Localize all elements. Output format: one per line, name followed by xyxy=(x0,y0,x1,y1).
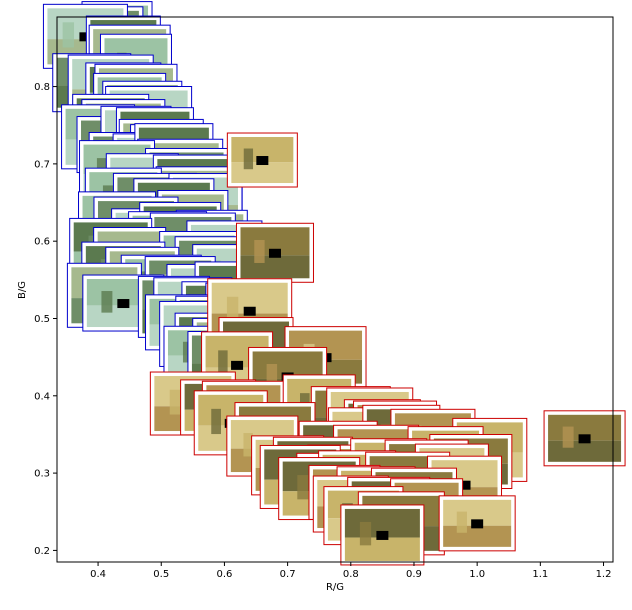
x-tick-label: 0.9 xyxy=(406,569,422,580)
x-tick-label: 1.1 xyxy=(532,569,548,580)
thumbnail-point xyxy=(438,495,516,552)
thumbnail-point xyxy=(340,504,425,566)
x-tick-label: 0.8 xyxy=(343,569,359,580)
x-tick-label: 0.7 xyxy=(280,569,296,580)
x-tick-label: 0.5 xyxy=(153,569,169,580)
x-tick-label: 1.2 xyxy=(596,569,612,580)
plot-frame xyxy=(56,16,614,563)
y-tick-label: 0.8 xyxy=(34,82,50,93)
x-tick-label: 0.4 xyxy=(90,569,106,580)
x-axis-ticks: 0.4 0.5 0.6 0.7 0.8 0.9 1.0 1.1 1.2 xyxy=(90,562,611,580)
thumbnail-point xyxy=(543,410,626,467)
y-tick-label: 0.6 xyxy=(34,237,50,248)
y-axis-label: B/G xyxy=(17,281,28,299)
y-tick-label: 0.2 xyxy=(34,546,50,557)
y-tick-label: 0.5 xyxy=(34,314,50,325)
y-tick-label: 0.7 xyxy=(34,159,50,170)
x-tick-label: 1.0 xyxy=(469,569,485,580)
y-axis-ticks: 0.2 0.3 0.4 0.5 0.6 0.7 0.8 xyxy=(34,82,57,557)
y-tick-label: 0.4 xyxy=(34,391,50,402)
thumbnail-point xyxy=(235,222,314,283)
y-tick-label: 0.3 xyxy=(34,469,50,480)
x-tick-label: 0.6 xyxy=(216,569,232,580)
x-axis-label: R/G xyxy=(326,582,344,593)
thumbnail-point xyxy=(226,132,298,188)
